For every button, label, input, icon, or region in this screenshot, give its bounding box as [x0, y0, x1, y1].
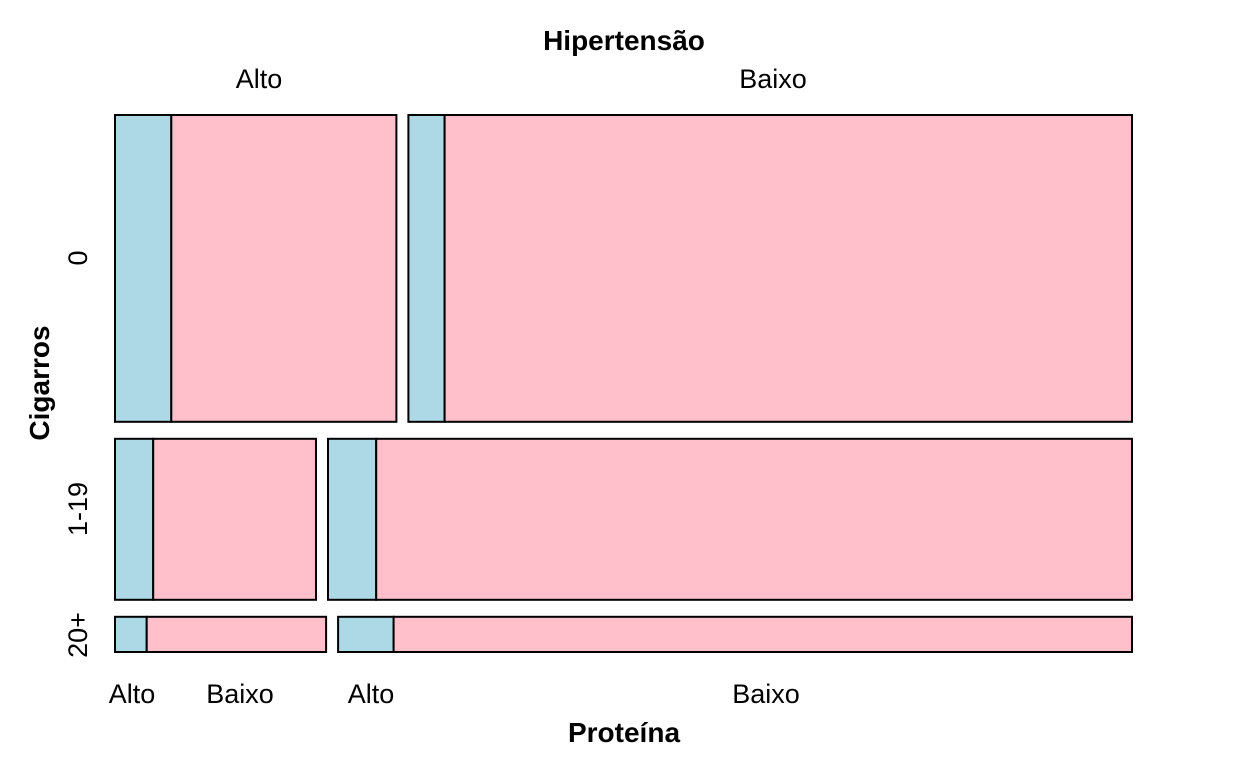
tile-cig-20-plus-hip-alto-prot-baixo — [145, 615, 328, 653]
bottom-tick-label-alto-2: Alto — [348, 679, 395, 709]
tile-cig-1-19-hip-baixo-prot-alto — [327, 437, 378, 601]
tile-cig-1-19-hip-alto-prot-alto — [114, 437, 155, 601]
bottom-tick-label-baixo-2: Baixo — [732, 679, 800, 709]
tile-cig-20-plus-hip-baixo-prot-alto — [337, 615, 395, 653]
x-axis-title: Proteína — [568, 717, 680, 748]
tile-cig-20-plus-hip-alto-prot-alto — [114, 615, 148, 653]
top-level-label-baixo: Baixo — [739, 64, 807, 94]
bottom-tick-label-alto-1: Alto — [109, 679, 156, 709]
tile-cig-0-hip-alto-prot-baixo — [170, 114, 398, 423]
top-level-label-alto: Alto — [236, 64, 283, 94]
row-label-0: 0 — [63, 250, 93, 265]
row-label-1-19: 1-19 — [63, 482, 93, 536]
y-axis-title: Cigarros — [24, 325, 55, 440]
tile-cig-0-hip-baixo-prot-alto — [407, 114, 446, 423]
tile-cig-0-hip-alto-prot-alto — [114, 114, 173, 423]
row-label-20-plus: 20+ — [63, 612, 93, 658]
top-variable-title: Hipertensão — [543, 25, 705, 56]
mosaic-tiles — [114, 114, 1134, 653]
tile-cig-1-19-hip-alto-prot-baixo — [152, 437, 317, 601]
tile-cig-0-hip-baixo-prot-baixo — [443, 114, 1134, 423]
tile-cig-1-19-hip-baixo-prot-baixo — [375, 437, 1133, 601]
bottom-tick-label-baixo-1: Baixo — [206, 679, 274, 709]
tile-cig-20-plus-hip-baixo-prot-baixo — [392, 615, 1134, 653]
